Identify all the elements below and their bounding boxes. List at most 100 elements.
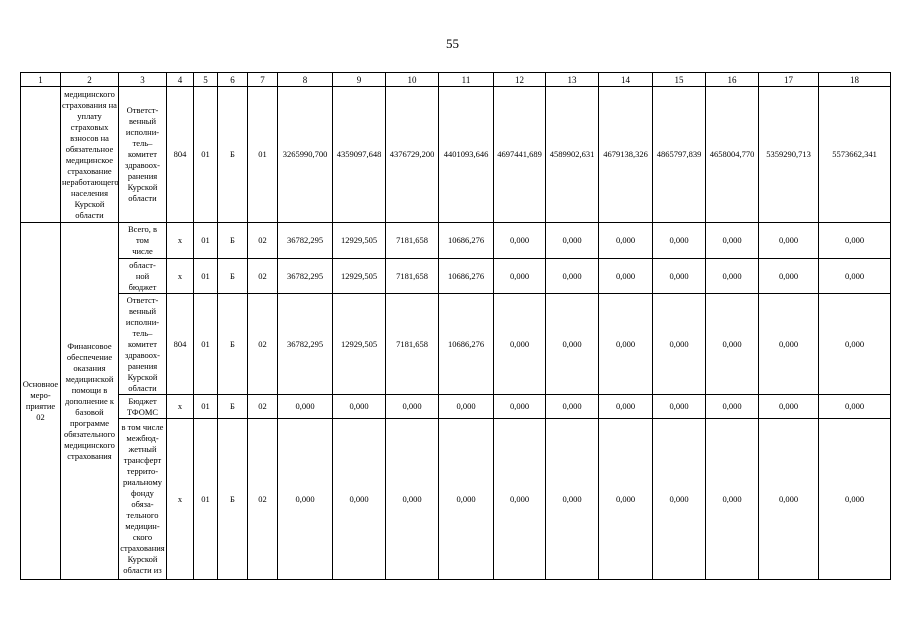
cell-activity-name: медицинского страхования на уплату страх… [60,86,119,223]
table-row: в том числе межбюд- жетный трансферт тер… [21,418,891,580]
column-header: 3 [118,72,167,87]
cell-amount: 0,000 [277,394,333,419]
column-header: 2 [60,72,119,87]
cell-code: 01 [193,394,218,419]
column-header: 1 [20,72,61,87]
cell-amount: 10686,276 [438,293,494,395]
cell-amount: 0,000 [438,418,494,580]
column-header: 16 [705,72,759,87]
cell-code: Б [217,258,248,294]
cell-amount: 0,000 [598,258,653,294]
cell-amount: 7181,658 [385,293,439,395]
cell-amount: 0,000 [818,394,891,419]
column-header: 15 [652,72,706,87]
cell-amount: 5359290,713 [758,86,819,223]
cell-amount: 0,000 [818,222,891,259]
cell-amount: 0,000 [758,293,819,395]
cell-funding-source: Всего, в том числе [118,222,167,259]
cell-code: Б [217,222,248,259]
cell-amount: 0,000 [705,394,759,419]
cell-code: Б [217,418,248,580]
cell-amount: 0,000 [652,258,706,294]
cell-code-grbs: 804 [166,86,194,223]
cell-amount: 0,000 [758,258,819,294]
cell-amount: 0,000 [758,418,819,580]
cell-amount: 12929,505 [332,293,386,395]
cell-amount: 0,000 [758,394,819,419]
cell-code: 02 [247,394,278,419]
cell-amount: 0,000 [385,394,439,419]
cell-code: 02 [247,222,278,259]
column-header: 4 [166,72,194,87]
cell-code: 01 [193,418,218,580]
cell-code-grbs: 804 [166,293,194,395]
cell-amount: 0,000 [705,258,759,294]
column-header: 13 [545,72,599,87]
column-header: 7 [247,72,278,87]
cell-amount: 0,000 [598,222,653,259]
column-header: 18 [818,72,891,87]
cell-measure-number [20,86,61,223]
cell-amount: 0,000 [652,293,706,395]
cell-code: Б [217,86,248,223]
cell-amount: 0,000 [545,418,599,580]
cell-measure-number: Основное меро- приятие 02 [20,222,61,580]
cell-amount: 0,000 [818,293,891,395]
cell-code-grbs: х [166,222,194,259]
cell-funding-source: в том числе межбюд- жетный трансферт тер… [118,418,167,580]
cell-amount: 0,000 [598,418,653,580]
table-row: медицинского страхования на уплату страх… [20,86,891,223]
cell-code: 01 [193,86,218,223]
cell-code: 01 [193,293,218,395]
column-header: 8 [277,72,333,87]
column-header: 17 [758,72,819,87]
cell-amount: 3265990,700 [277,86,333,223]
budget-table: 1 2 3 4 5 6 7 8 9 10 11 12 13 14 15 16 1… [20,72,891,580]
cell-amount: 36782,295 [277,222,333,259]
table-row: Основное меро- приятие 02 Финансовое обе… [20,222,891,580]
cell-amount: 4658004,770 [705,86,759,223]
table-header-row: 1 2 3 4 5 6 7 8 9 10 11 12 13 14 15 16 1… [20,72,891,87]
cell-code-grbs: х [166,394,194,419]
cell-amount: 0,000 [818,258,891,294]
cell-amount: 12929,505 [332,222,386,259]
cell-code: 01 [247,86,278,223]
cell-amount: 0,000 [705,418,759,580]
cell-code: 02 [247,418,278,580]
cell-amount: 0,000 [493,293,546,395]
cell-amount: 4376729,200 [385,86,439,223]
cell-amount: 4359097,648 [332,86,386,223]
cell-funding-source: Ответст- венный исполни- тель– комитет з… [118,86,167,223]
cell-amount: 0,000 [758,222,819,259]
cell-amount: 4589902,631 [545,86,599,223]
cell-code: Б [217,394,248,419]
cell-funding-source: област- ной бюджет [118,258,167,294]
cell-code: 02 [247,258,278,294]
cell-amount: 0,000 [493,258,546,294]
cell-activity-name: Финансовое обеспечение оказания медицинс… [60,222,119,580]
cell-funding-source: Бюджет ТФОМС [118,394,167,419]
cell-amount: 0,000 [598,394,653,419]
cell-amount: 10686,276 [438,222,494,259]
column-header: 12 [493,72,546,87]
cell-amount: 0,000 [652,418,706,580]
cell-amount: 12929,505 [332,258,386,294]
cell-funding-source: Ответст- венный исполни- тель– комитет з… [118,293,167,395]
cell-amount: 0,000 [277,418,333,580]
cell-amount: 0,000 [705,293,759,395]
cell-amount: 36782,295 [277,293,333,395]
cell-amount: 4401093,646 [438,86,494,223]
cell-amount: 4697441,689 [493,86,546,223]
cell-amount: 0,000 [385,418,439,580]
cell-amount: 0,000 [545,258,599,294]
cell-amount: 0,000 [545,394,599,419]
cell-amount: 0,000 [332,394,386,419]
column-header: 5 [193,72,218,87]
column-header: 11 [438,72,494,87]
cell-amount: 0,000 [332,418,386,580]
cell-amount: 5573662,341 [818,86,891,223]
cell-amount: 0,000 [818,418,891,580]
column-header: 6 [217,72,248,87]
cell-code: Б [217,293,248,395]
